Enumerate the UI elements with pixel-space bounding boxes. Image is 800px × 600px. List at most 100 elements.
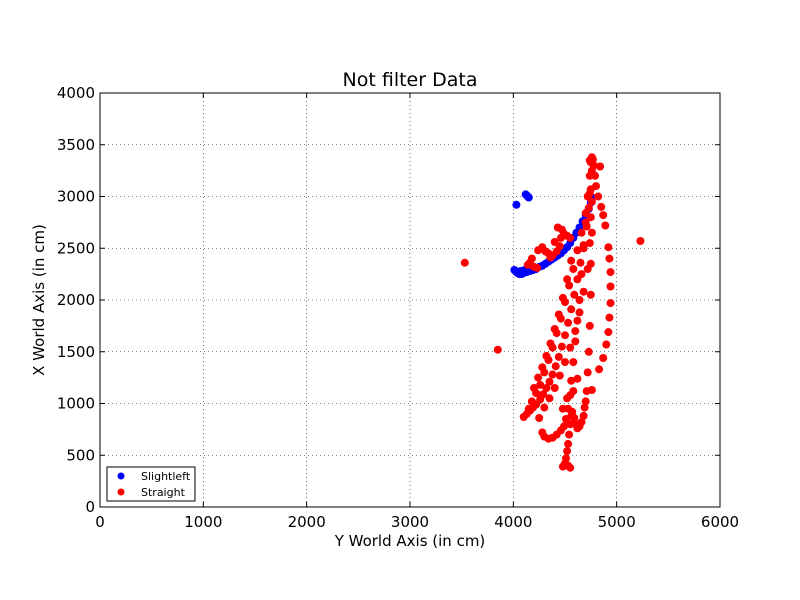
- data-point-straight: [569, 358, 578, 367]
- x-tick-label: 2000: [288, 513, 326, 531]
- data-point-straight: [560, 422, 568, 431]
- y-tick-label: 4000: [57, 84, 95, 102]
- chart-title: Not filter Data: [343, 69, 478, 91]
- data-point-straight: [596, 162, 605, 171]
- data-point-straight: [566, 343, 575, 352]
- data-point-straight: [566, 233, 575, 242]
- data-point-straight: [569, 265, 578, 273]
- y-tick-label: 2500: [57, 239, 95, 257]
- data-point-straight: [544, 356, 553, 364]
- data-point-straight: [584, 347, 593, 356]
- data-point-straight: [573, 374, 582, 383]
- data-point-straight: [564, 318, 573, 327]
- data-point-straight: [587, 197, 596, 206]
- legend-marker-slightleft: [117, 472, 125, 480]
- data-point-straight: [571, 337, 580, 346]
- y-tick-label: 0: [85, 498, 95, 516]
- data-point-straight: [556, 314, 565, 323]
- data-point-straight: [599, 211, 608, 220]
- data-point-straight: [582, 387, 591, 396]
- legend: Slightleft Straight: [106, 466, 196, 502]
- data-point-straight: [558, 404, 567, 413]
- data-point-straight: [636, 237, 645, 245]
- data-points: [460, 153, 645, 472]
- data-point-straight: [579, 287, 588, 296]
- y-tick-label: 1500: [57, 343, 95, 361]
- data-point-straight: [606, 268, 615, 277]
- data-point-straight: [583, 265, 592, 273]
- data-point-straight: [571, 327, 580, 336]
- data-point-straight: [577, 270, 586, 279]
- data-point-straight: [548, 370, 557, 379]
- legend-label-straight: Straight: [141, 486, 186, 499]
- data-point-straight: [567, 376, 576, 385]
- y-axis-label: X World Axis (in cm): [30, 224, 48, 376]
- x-tick-label: 5000: [598, 513, 636, 531]
- data-point-straight: [585, 171, 594, 180]
- data-point-straight: [563, 275, 572, 284]
- data-point-straight: [575, 308, 584, 317]
- data-point-straight: [597, 202, 606, 211]
- data-point-straight: [561, 331, 569, 340]
- data-point-straight: [581, 397, 590, 406]
- y-tick-label: 500: [66, 446, 95, 464]
- data-point-straight: [581, 218, 590, 227]
- data-point-straight: [460, 258, 469, 267]
- data-point-straight: [562, 454, 570, 463]
- data-point-straight: [570, 290, 579, 299]
- data-point-straight: [606, 282, 615, 291]
- axis-ticks: 0 1000 2000 3000 4000 5000 6000 0 500 1000 1500 200…: [57, 84, 739, 531]
- data-point-straight: [585, 321, 594, 330]
- data-point-straight: [539, 390, 548, 399]
- data-point-straight: [606, 299, 615, 308]
- data-point-straight: [605, 254, 614, 263]
- data-point-straight: [586, 213, 595, 222]
- data-point-straight: [533, 263, 542, 272]
- data-point-straight: [567, 305, 576, 314]
- data-point-straight: [579, 244, 588, 253]
- data-point-slightleft: [512, 200, 521, 209]
- data-point-straight: [586, 290, 595, 299]
- data-point-straight: [585, 239, 594, 248]
- x-tick-label: 0: [95, 513, 105, 531]
- data-point-straight: [551, 362, 560, 371]
- data-point-straight: [545, 394, 554, 403]
- data-point-straight: [564, 461, 573, 470]
- data-point-straight: [583, 368, 592, 377]
- data-point-straight: [569, 387, 578, 396]
- data-point-straight: [605, 313, 614, 322]
- data-point-straight: [561, 358, 569, 367]
- data-point-straight: [594, 192, 603, 201]
- data-point-straight: [550, 238, 559, 246]
- data-point-straight: [604, 328, 613, 337]
- data-point-straight: [524, 404, 533, 413]
- data-point-straight: [573, 246, 582, 255]
- x-tick-label: 6000: [701, 513, 739, 531]
- data-point-straight: [561, 298, 569, 307]
- grid-lines: [100, 93, 720, 507]
- data-point-straight: [585, 189, 594, 198]
- data-point-straight: [536, 380, 545, 389]
- data-point-straight: [586, 158, 595, 167]
- data-point-straight: [568, 407, 577, 416]
- y-tick-label: 2000: [57, 291, 95, 309]
- data-point-straight: [550, 384, 559, 392]
- data-point-straight: [575, 296, 584, 304]
- data-point-straight: [557, 342, 566, 351]
- series-straight: [460, 153, 645, 472]
- data-point-straight: [540, 368, 549, 377]
- data-point-straight: [579, 411, 588, 420]
- data-point-straight: [523, 260, 532, 269]
- data-point-straight: [601, 221, 610, 230]
- data-point-straight: [563, 447, 572, 456]
- data-point-straight: [570, 414, 579, 422]
- data-point-straight: [564, 439, 573, 448]
- x-tick-label: 3000: [391, 513, 429, 531]
- x-axis-label: Y World Axis (in cm): [334, 532, 486, 550]
- data-point-straight: [565, 281, 574, 290]
- data-point-straight: [540, 403, 549, 412]
- data-point-straight: [493, 345, 502, 354]
- data-point-straight: [548, 343, 557, 352]
- x-tick-label: 1000: [184, 513, 222, 531]
